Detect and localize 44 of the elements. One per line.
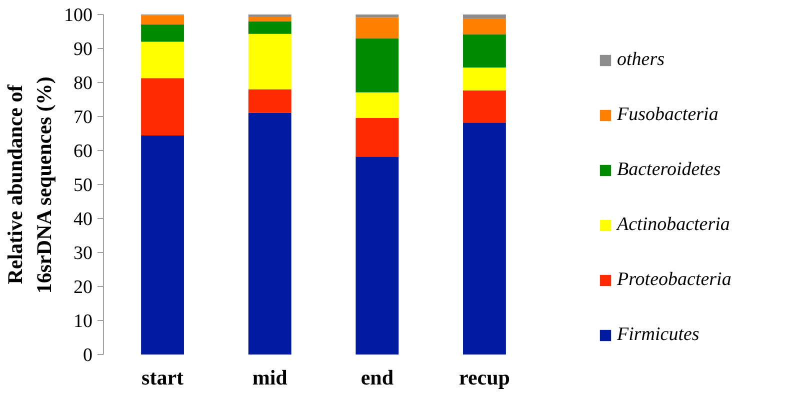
x-tick-label: recup [459, 366, 510, 390]
bar [356, 92, 399, 118]
y-tick-label: 30 [74, 243, 92, 264]
y-tick-label: 80 [74, 73, 92, 94]
bar [356, 14, 399, 18]
y-tick-label: 20 [74, 277, 92, 298]
bar [356, 118, 399, 157]
bar [248, 21, 292, 34]
legend-label: others [617, 49, 664, 71]
bar [463, 68, 506, 90]
bar [141, 42, 184, 78]
x-tick-label: mid [252, 366, 288, 390]
y-tick-label: 100 [64, 5, 92, 26]
legend-label: Fusobacteria [617, 104, 718, 126]
bar [141, 15, 184, 24]
bar [141, 24, 184, 42]
y-tick-label: 40 [74, 209, 92, 230]
bar [356, 17, 399, 38]
y-tick-label: 50 [74, 175, 92, 196]
bar [141, 78, 184, 136]
y-tick-label: 70 [74, 107, 92, 128]
bar [356, 38, 399, 92]
bar [463, 34, 506, 68]
y-tick-label: 90 [74, 39, 92, 60]
legend-label: Actinobacteria [617, 214, 730, 236]
bar [248, 16, 292, 22]
bar [356, 156, 399, 354]
y-tick-label: 0 [83, 345, 92, 366]
bar [248, 112, 292, 354]
x-tick-label: end [360, 366, 394, 390]
y-tick-label: 60 [74, 141, 92, 162]
x-tick-label: start [142, 366, 184, 390]
bar [248, 89, 292, 113]
legend-label: Proteobacteria [617, 269, 732, 291]
bar [463, 18, 506, 34]
bar [463, 122, 506, 354]
bar [463, 14, 506, 19]
bar [248, 34, 292, 90]
legend-label: Firmicutes [617, 324, 700, 346]
y-axis-title: Relative abundance of 16srDNA sequences (%) [3, 76, 56, 294]
bar [141, 136, 184, 354]
bar [463, 90, 506, 123]
legend-label: Bacteroidetes [617, 159, 721, 181]
y-tick-label: 10 [74, 311, 92, 332]
